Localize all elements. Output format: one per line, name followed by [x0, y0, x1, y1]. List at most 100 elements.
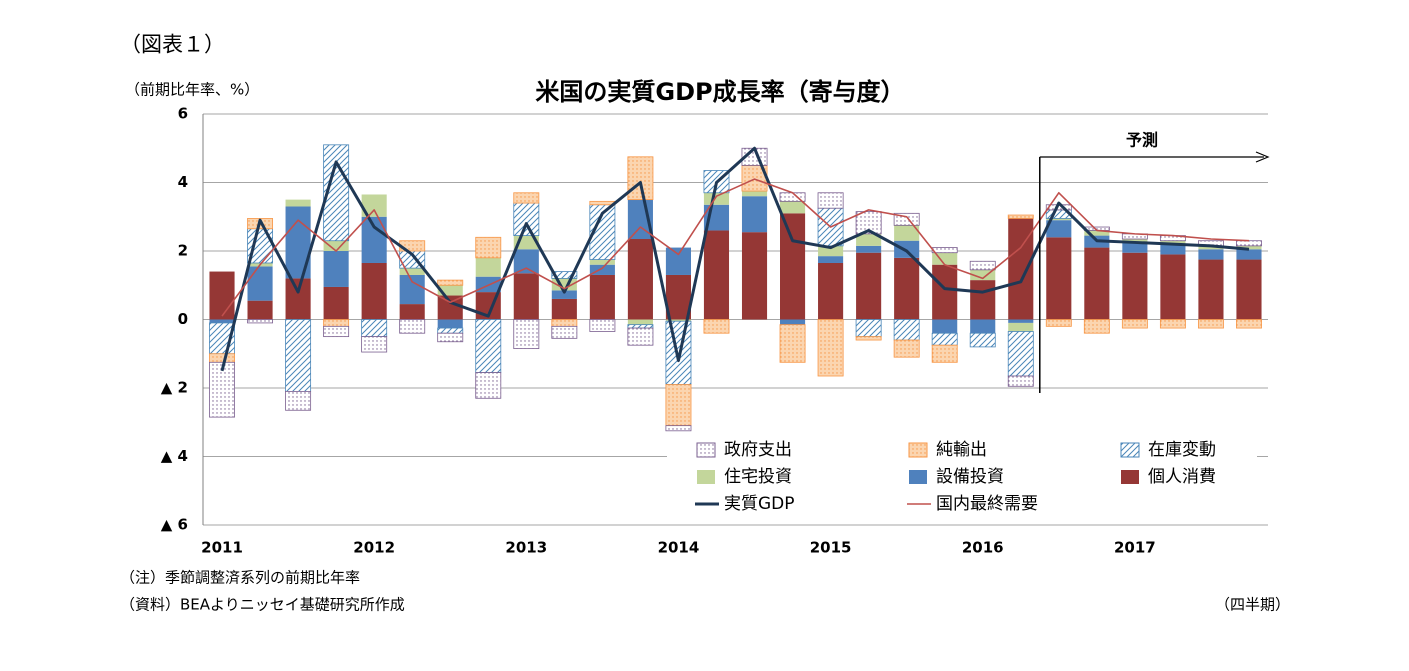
bar-segment	[1121, 319, 1148, 329]
bar-segment	[513, 192, 540, 204]
legend-label: 政府支出	[724, 440, 792, 460]
bar-segment	[1122, 239, 1148, 243]
bar-segment	[209, 353, 235, 363]
bar-segment	[1197, 319, 1224, 329]
bar-segment	[1045, 319, 1072, 327]
bar-segment	[1007, 214, 1034, 219]
bar-segment	[627, 324, 654, 329]
y-tick-label: 4	[178, 173, 188, 191]
bar-segment	[818, 245, 844, 257]
bar-segment	[931, 247, 958, 254]
bar-segment	[665, 320, 692, 385]
bar-segment	[780, 201, 806, 214]
y-tick-label: ▲ 4	[161, 447, 188, 465]
bar-segment	[665, 247, 691, 275]
y-tick-label: ▲ 6	[161, 516, 188, 534]
bar-segment	[1084, 230, 1110, 236]
bar-segment	[323, 325, 350, 338]
bar-segment	[817, 319, 844, 377]
bar-segment	[361, 262, 387, 320]
bar-segment	[970, 319, 996, 334]
bar-segment	[1236, 249, 1262, 260]
bar-segment	[741, 191, 768, 197]
bar-segment	[665, 384, 692, 427]
legend-label: 在庫変動	[1148, 440, 1216, 460]
bar-segment	[1007, 375, 1034, 387]
bar-segment	[970, 280, 996, 320]
bar-segment	[399, 304, 425, 320]
x-axis-label: （四半期）	[1215, 596, 1290, 614]
x-tick-label: 2014	[658, 539, 700, 557]
bar-segment	[1160, 244, 1186, 255]
legend-swatch	[908, 442, 928, 458]
bar-segment	[551, 298, 577, 320]
bar-segment	[437, 295, 463, 320]
x-tick-label: 2015	[810, 539, 852, 557]
bar-segment	[285, 206, 311, 279]
legend-swatch	[909, 470, 927, 484]
bar-segment	[589, 200, 616, 206]
bar-segment	[665, 425, 692, 432]
note: （注）季節調整済系列の前期比年率	[120, 569, 360, 587]
bar-segment	[1008, 322, 1034, 332]
bar-segment	[247, 300, 273, 320]
bar-segment	[932, 264, 958, 320]
bar-segment	[970, 269, 996, 281]
bar-segment	[665, 319, 691, 322]
bar-segment	[209, 271, 235, 320]
legend-swatch	[696, 442, 716, 458]
bar-segment	[589, 259, 615, 265]
source: （資料）BEAよりニッセイ基礎研究所作成	[120, 596, 405, 614]
figure-label: （図表１）	[120, 33, 225, 57]
bar-segment	[779, 324, 806, 363]
bar-segment	[437, 332, 464, 343]
bar-segment	[741, 196, 768, 233]
bar-segment	[665, 274, 691, 320]
y-tick-label: 6	[178, 105, 188, 123]
bar-segment	[1236, 245, 1262, 250]
bar-segment	[856, 233, 882, 246]
bar-segment	[1122, 242, 1148, 253]
bar-segment	[1198, 245, 1224, 250]
bar-segment	[551, 325, 578, 339]
bar-segment	[551, 278, 577, 291]
x-tick-label: 2013	[505, 539, 547, 557]
bar-segment	[969, 332, 996, 348]
bar-segment	[475, 319, 502, 373]
bar-segment	[894, 257, 920, 320]
bar-segment	[475, 257, 501, 277]
bar-segment	[513, 202, 540, 236]
bar-segment	[1160, 254, 1186, 320]
bar-segment	[856, 252, 882, 320]
legend-label: 国内最終需要	[936, 494, 1038, 514]
bar-segment	[855, 211, 882, 235]
chart-title: 米国の実質GDP成長率（寄与度）	[535, 78, 904, 106]
bar-segment	[1236, 319, 1262, 329]
legend-label: 純輸出	[936, 440, 987, 460]
bar-segment	[437, 279, 464, 286]
bar-segment	[437, 327, 464, 334]
bar-segment	[894, 225, 920, 241]
bar-segment	[780, 213, 806, 320]
bar-segment	[1083, 319, 1110, 334]
y-tick-label: 0	[178, 310, 188, 328]
bar-segment	[1046, 220, 1072, 238]
bar-segment	[1046, 237, 1072, 320]
bar-segment	[894, 240, 920, 258]
bar-segment	[703, 192, 730, 205]
bar-segment	[475, 236, 502, 259]
bar-segment	[780, 319, 806, 325]
bar-segment	[589, 264, 615, 275]
bar-segment	[399, 274, 425, 305]
bar-segment	[1198, 259, 1224, 320]
bar-segment	[551, 319, 578, 327]
bar-segment	[969, 260, 996, 271]
bar-segment	[1008, 319, 1034, 323]
bar-segment	[893, 212, 920, 226]
bar-segment	[589, 274, 615, 320]
legend-box	[667, 432, 1257, 520]
bar-segment	[437, 285, 463, 296]
bar-segment	[361, 336, 388, 353]
bar-segment	[323, 240, 349, 251]
